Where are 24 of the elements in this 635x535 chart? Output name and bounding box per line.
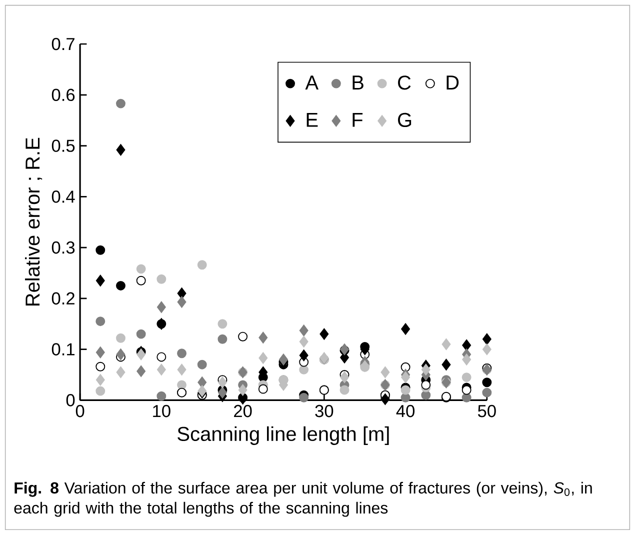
y-tick-label: 0.4: [52, 190, 75, 203]
y-tick-label: 0.2: [52, 292, 74, 305]
y-tick-label: 0.1: [52, 343, 74, 356]
text: Fig. 8 Variation of the surface area per unit volume of fractures (or veins), S$_{0}$, in each grid with the total lengths of the scanning lines: [14, 482, 592, 517]
y-axis-title: Relative error ; R.E: [25, 138, 42, 306]
x-tick-label: 40: [396, 404, 415, 418]
x-tick-label: 50: [478, 404, 496, 418]
x-tick-label: 0: [76, 404, 84, 418]
x-tick-label: 10: [153, 404, 170, 418]
y-tick-label: 0: [66, 394, 75, 406]
y-tick-label: 0.6: [52, 88, 75, 102]
y-tick-label: 0.5: [52, 140, 75, 152]
legend-label: G: [398, 112, 412, 128]
legend-label: F: [352, 113, 363, 127]
legend-label: A: [305, 76, 319, 90]
y-tick-label: 0.7: [52, 38, 74, 50]
legend-label: D: [446, 76, 459, 90]
legend-label: C: [398, 76, 411, 90]
x-axis-title: Scanning line length [m]: [178, 426, 389, 446]
legend-label: B: [352, 76, 364, 90]
x-tick-label: 30: [315, 404, 334, 418]
y-tick-label: 0.3: [52, 241, 75, 254]
legend-label: E: [306, 113, 318, 127]
x-tick-label: 20: [234, 404, 252, 418]
